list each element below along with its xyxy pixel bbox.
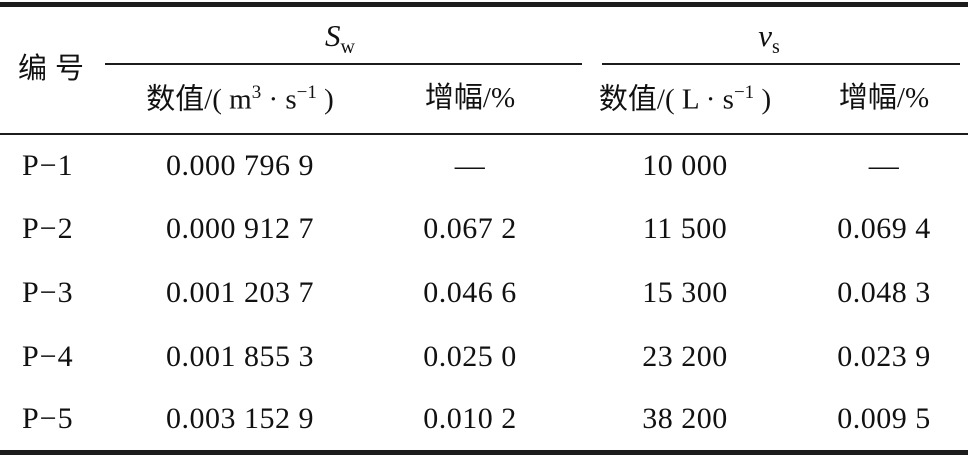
cell-sw-value: 0.003 152 9 xyxy=(166,402,314,436)
header-group-sw: Sw xyxy=(104,5,583,65)
table-row: P−3 0.001 203 7 0.046 6 15 300 0.048 3 xyxy=(0,261,968,325)
header-vs-growth: 增幅/% xyxy=(800,64,968,135)
vs-unit-sup-inverse: −1 xyxy=(733,81,755,103)
header-sw-value-unit: 数值/( m3 · s−1 ) xyxy=(110,64,370,135)
header-sw-growth: 增幅/% xyxy=(370,64,571,135)
header-group-row: 编号 Sw vs xyxy=(0,4,968,135)
table-row: P−5 0.003 152 9 0.010 2 38 200 0.009 5 xyxy=(0,389,968,453)
cell-vs-value: 15 300 xyxy=(642,275,728,309)
vs-unit-pre: 数值/( L · s xyxy=(598,83,734,116)
cell-id: P−2 xyxy=(22,212,74,246)
header-vs-value-unit: 数值/( L · s−1 ) xyxy=(570,64,801,135)
vs-subscript: s xyxy=(772,36,780,59)
cell-sw-value: 0.001 855 3 xyxy=(166,339,314,373)
cell-id: P−1 xyxy=(22,148,74,182)
cell-vs-growth: 0.009 5 xyxy=(837,402,931,436)
cell-id: P−4 xyxy=(22,339,74,373)
table-body: P−1 0.000 796 9 — 10 000 — P−2 0.000 912… xyxy=(0,134,968,453)
header-unit-row: 数值/( m3 · s−1 ) 增幅/% 数值/( L · s−1 ) 增幅/% xyxy=(0,64,968,135)
cell-vs-growth: 0.048 3 xyxy=(837,275,931,309)
sw-unit-sup-inverse: −1 xyxy=(296,81,317,103)
cell-sw-growth: 0.067 2 xyxy=(423,212,517,246)
header-id: 编号 xyxy=(0,4,110,135)
cell-vs-growth: — xyxy=(868,148,900,182)
table-row: P−1 0.000 796 9 — 10 000 — xyxy=(0,134,968,198)
cell-sw-growth: 0.046 6 xyxy=(423,275,517,309)
cell-sw-value: 0.001 203 7 xyxy=(166,275,314,309)
sw-unit-post: ) xyxy=(316,83,334,116)
cell-sw-value: 0.000 912 7 xyxy=(166,212,314,246)
vs-symbol: v xyxy=(758,18,772,54)
cell-vs-value: 23 200 xyxy=(642,339,728,373)
sw-unit-pre: 数值/( m xyxy=(146,83,252,116)
cell-vs-value: 10 000 xyxy=(642,148,728,182)
cell-sw-growth: — xyxy=(454,148,486,182)
cell-id: P−3 xyxy=(22,275,74,309)
cell-vs-value: 11 500 xyxy=(642,212,728,246)
header-group-vs: vs xyxy=(570,5,968,65)
table-row: P−4 0.001 855 3 0.025 0 23 200 0.023 9 xyxy=(0,325,968,389)
sw-unit-mid: · s xyxy=(261,83,297,116)
cell-vs-growth: 0.069 4 xyxy=(837,212,931,246)
vs-unit-post: ) xyxy=(754,83,772,116)
cell-sw-growth: 0.010 2 xyxy=(423,402,517,436)
cell-sw-growth: 0.025 0 xyxy=(423,339,517,373)
cell-vs-value: 38 200 xyxy=(642,402,728,436)
sw-subscript: w xyxy=(340,36,355,59)
cell-sw-value: 0.000 796 9 xyxy=(166,148,314,182)
table-header: 编号 Sw vs 数值/( m3 · s−1 ) 增幅/% 数值/( L · s… xyxy=(0,4,968,135)
sw-unit-sup-cubed: 3 xyxy=(251,81,262,103)
table-row: P−2 0.000 912 7 0.067 2 11 500 0.069 4 xyxy=(0,197,968,261)
cell-vs-growth: 0.023 9 xyxy=(837,339,931,373)
cell-id: P−5 xyxy=(22,402,74,436)
sw-symbol: S xyxy=(325,18,341,54)
results-table: 编号 Sw vs 数值/( m3 · s−1 ) 增幅/% 数值/( L · s… xyxy=(0,2,968,455)
